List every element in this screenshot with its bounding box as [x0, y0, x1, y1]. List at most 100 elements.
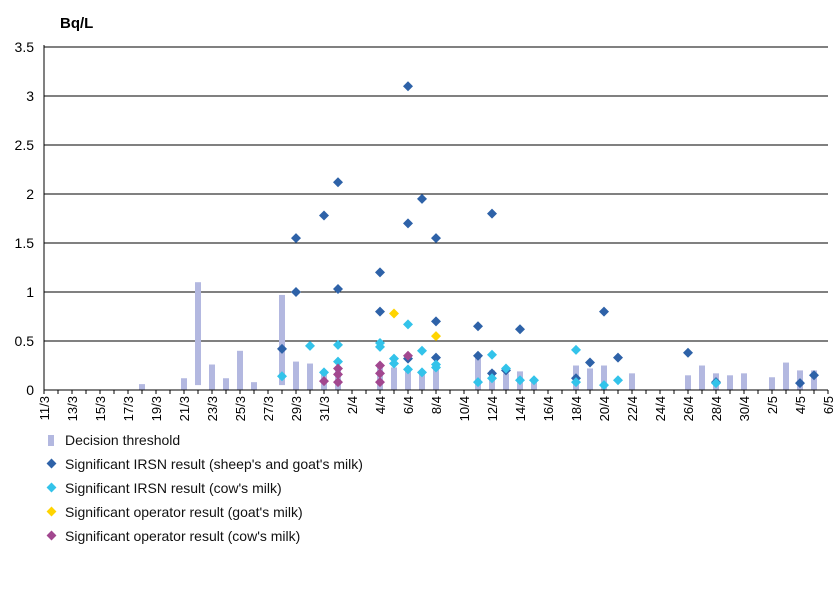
- y-tick-label: 0: [26, 382, 34, 398]
- irsn-sheep-goat-marker: [291, 233, 301, 244]
- operator-cow-marker: [375, 377, 385, 388]
- legend-bar-swatch: [44, 432, 60, 448]
- legend-label: Significant IRSN result (cow's milk): [65, 480, 282, 496]
- irsn-sheep-goat-marker: [599, 306, 609, 317]
- threshold-bar: [629, 373, 635, 390]
- x-tick-label: 25/3: [233, 396, 248, 421]
- irsn-cow-marker: [403, 319, 413, 330]
- threshold-bar: [237, 350, 243, 390]
- x-tick-label: 6/5: [821, 396, 836, 414]
- x-tick-label: 8/4: [429, 396, 444, 414]
- irsn-cow-marker: [375, 341, 385, 352]
- threshold-bar: [475, 355, 481, 390]
- legend-diamond-swatch: [44, 504, 60, 520]
- irsn-sheep-goat-marker: [375, 306, 385, 317]
- threshold-bar: [419, 370, 425, 390]
- y-tick-label: 3.5: [15, 39, 35, 55]
- legend-label: Significant operator result (goat's milk…: [65, 504, 303, 520]
- irsn-sheep-goat-marker: [403, 218, 413, 229]
- irsn-cow-marker: [473, 377, 483, 388]
- legend-diamond-swatch: [44, 480, 60, 496]
- y-tick-label: 0.5: [15, 333, 35, 349]
- x-tick-label: 23/3: [205, 396, 220, 421]
- x-tick-label: 2/5: [765, 396, 780, 414]
- irsn-sheep-goat-marker: [613, 352, 623, 363]
- irsn-sheep-goat-marker: [403, 81, 413, 92]
- irsn-sheep-goat-marker: [431, 233, 441, 244]
- irsn-sheep-goat-marker: [431, 352, 441, 363]
- irsn-cow-marker: [277, 371, 287, 382]
- threshold-bar: [727, 375, 733, 390]
- legend-item: Decision threshold: [44, 428, 363, 452]
- legend-label: Significant IRSN result (sheep's and goa…: [65, 456, 363, 472]
- irsn-sheep-goat-marker: [333, 177, 343, 188]
- threshold-bar: [391, 367, 397, 390]
- x-tick-label: 14/4: [513, 396, 528, 421]
- operator-cow-marker: [403, 350, 413, 361]
- x-tick-label: 22/4: [625, 396, 640, 421]
- threshold-bar: [405, 370, 411, 390]
- x-tick-label: 31/3: [317, 396, 332, 421]
- chart: 0 0.5 1 1.5 2 2.5 3 3.5 11/3 13/3 15/3 17/3 19/3 21/3…: [15, 15, 836, 421]
- irsn-sheep-goat-marker: [431, 316, 441, 327]
- irsn-sheep-goat-marker: [277, 343, 287, 354]
- irsn-sheep-goat-marker: [585, 357, 595, 368]
- y-axis-unit-label: Bq/L: [60, 15, 93, 32]
- x-tick-label: 27/3: [261, 396, 276, 421]
- irsn-cow-marker: [403, 364, 413, 375]
- legend-item: Significant operator result (cow's milk): [44, 524, 363, 548]
- x-tick-label: 11/3: [37, 396, 52, 420]
- gridlines: [44, 46, 828, 342]
- irsn-sheep-goat-marker: [473, 321, 483, 332]
- threshold-bar: [783, 362, 789, 390]
- irsn-cow-marker: [529, 375, 539, 386]
- threshold-bar: [181, 378, 187, 390]
- x-tick-label: 19/3: [149, 396, 164, 421]
- irsn-cow-marker: [571, 377, 581, 388]
- irsn-cow-marker: [417, 345, 427, 356]
- operator-goat-marker: [389, 308, 399, 319]
- x-tick-label: 2/4: [345, 396, 360, 414]
- operator-cow-marker: [319, 376, 329, 387]
- threshold-bar: [307, 363, 313, 390]
- irsn-cow-marker: [333, 339, 343, 350]
- x-tick-label: 12/4: [485, 396, 500, 421]
- y-tick-label: 3: [26, 88, 34, 104]
- irsn-cow-marker: [613, 375, 623, 386]
- threshold-bar: [601, 365, 607, 390]
- threshold-bar: [279, 294, 285, 386]
- x-tick-label: 21/3: [177, 396, 192, 421]
- x-tick-label: 13/3: [65, 396, 80, 421]
- irsn-cow-marker: [571, 344, 581, 355]
- y-tick-label: 1.5: [15, 235, 35, 251]
- threshold-bars: [139, 282, 817, 390]
- irsn-cow-marker: [305, 340, 315, 351]
- x-tick-label: 10/4: [457, 396, 472, 421]
- threshold-bar: [195, 282, 201, 386]
- operator-cow-marker: [333, 363, 343, 374]
- threshold-bar: [587, 368, 593, 390]
- irsn-cow-marker: [515, 375, 525, 386]
- x-tick-label: 6/4: [401, 396, 416, 414]
- x-tick-label: 29/3: [289, 396, 304, 421]
- threshold-bar: [433, 368, 439, 390]
- irsn-sheep-goat-marker: [795, 378, 805, 389]
- irsn-cow-marker: [487, 349, 497, 360]
- operator-cow-marker: [375, 360, 385, 371]
- threshold-bar: [685, 375, 691, 390]
- irsn-sheep-goat-marker: [809, 370, 819, 381]
- threshold-bar: [769, 377, 775, 390]
- irsn-sheep-goat-marker: [319, 210, 329, 221]
- irsn-cow-marker: [319, 367, 329, 378]
- irsn-cow-marker: [599, 380, 609, 391]
- y-tick-label: 2: [26, 186, 34, 202]
- threshold-bar: [209, 364, 215, 390]
- operator-cow-marker: [333, 377, 343, 388]
- legend-label: Significant operator result (cow's milk): [65, 528, 301, 544]
- y-tick-label: 1: [26, 284, 34, 300]
- x-tick-label: 4/5: [793, 396, 808, 414]
- legend: Decision threshold Significant IRSN resul…: [44, 428, 363, 548]
- legend-label: Decision threshold: [65, 432, 181, 448]
- x-tick-label: 17/3: [121, 396, 136, 421]
- operator-cow-marker: [333, 369, 343, 380]
